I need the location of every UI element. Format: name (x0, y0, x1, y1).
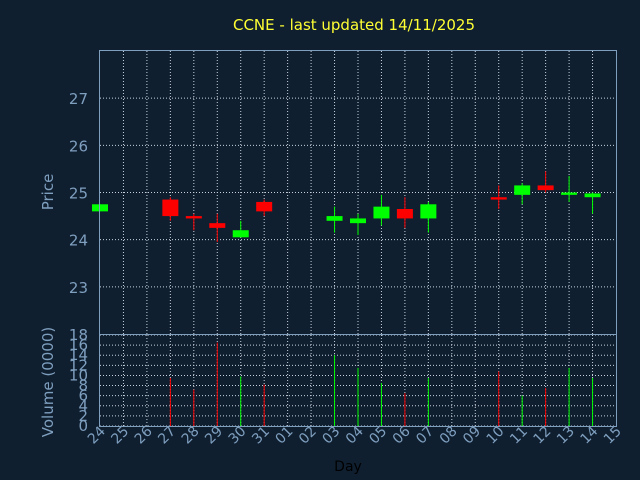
x-axis-label: Day (334, 459, 362, 475)
candle-body-down (162, 199, 179, 217)
price-tick-label: 23 (69, 279, 88, 297)
volume-tick-label: 18 (69, 326, 88, 344)
candle-body-up (326, 216, 343, 221)
price-tick-label: 24 (69, 232, 88, 250)
chart-title: CCNE - last updated 14/11/2025 (233, 16, 475, 34)
volume-panel-frame (99, 334, 617, 427)
price-y-ticks: 23 24 25 26 27 (69, 90, 88, 297)
volume-tick-label: 4 (78, 397, 88, 415)
volume-axis-label: Volume (0000) (39, 327, 57, 437)
volume-tick-label: 12 (69, 356, 88, 374)
candle-body-up (584, 193, 601, 198)
volume-tick-label: 6 (78, 387, 88, 405)
candle-body-up (232, 230, 249, 238)
candle-body-down (185, 216, 202, 219)
price-axis-label: Price (39, 174, 57, 211)
volume-tick-label: 16 (69, 336, 88, 354)
candle-body-up (514, 185, 531, 195)
volume-bars (169, 342, 594, 426)
price-tick-label: 26 (69, 137, 88, 155)
volume-tick-label: 14 (69, 346, 88, 364)
candle-body-down (209, 223, 226, 228)
candle-body-down (490, 197, 507, 200)
candle-body-down (256, 201, 273, 212)
price-tick-label: 25 (69, 185, 88, 203)
x-axis-ticks: 24 25 26 27 28 29 30 31 01 02 03 04 05 06 07 08 09 10 11 12… (85, 423, 625, 447)
candle-body-up (420, 204, 437, 219)
candle-body-down (396, 209, 413, 219)
volume-tick-label: 0 (78, 417, 88, 435)
candle-body-down (537, 185, 554, 191)
volume-tick-label: 2 (78, 407, 88, 425)
volume-tick-label: 8 (78, 377, 88, 395)
candle-body-up (350, 218, 366, 224)
price-tick-label: 27 (69, 90, 88, 108)
volume-tick-label: 10 (69, 366, 88, 384)
candle-body-up (373, 206, 390, 219)
candle-body-up (561, 192, 578, 195)
